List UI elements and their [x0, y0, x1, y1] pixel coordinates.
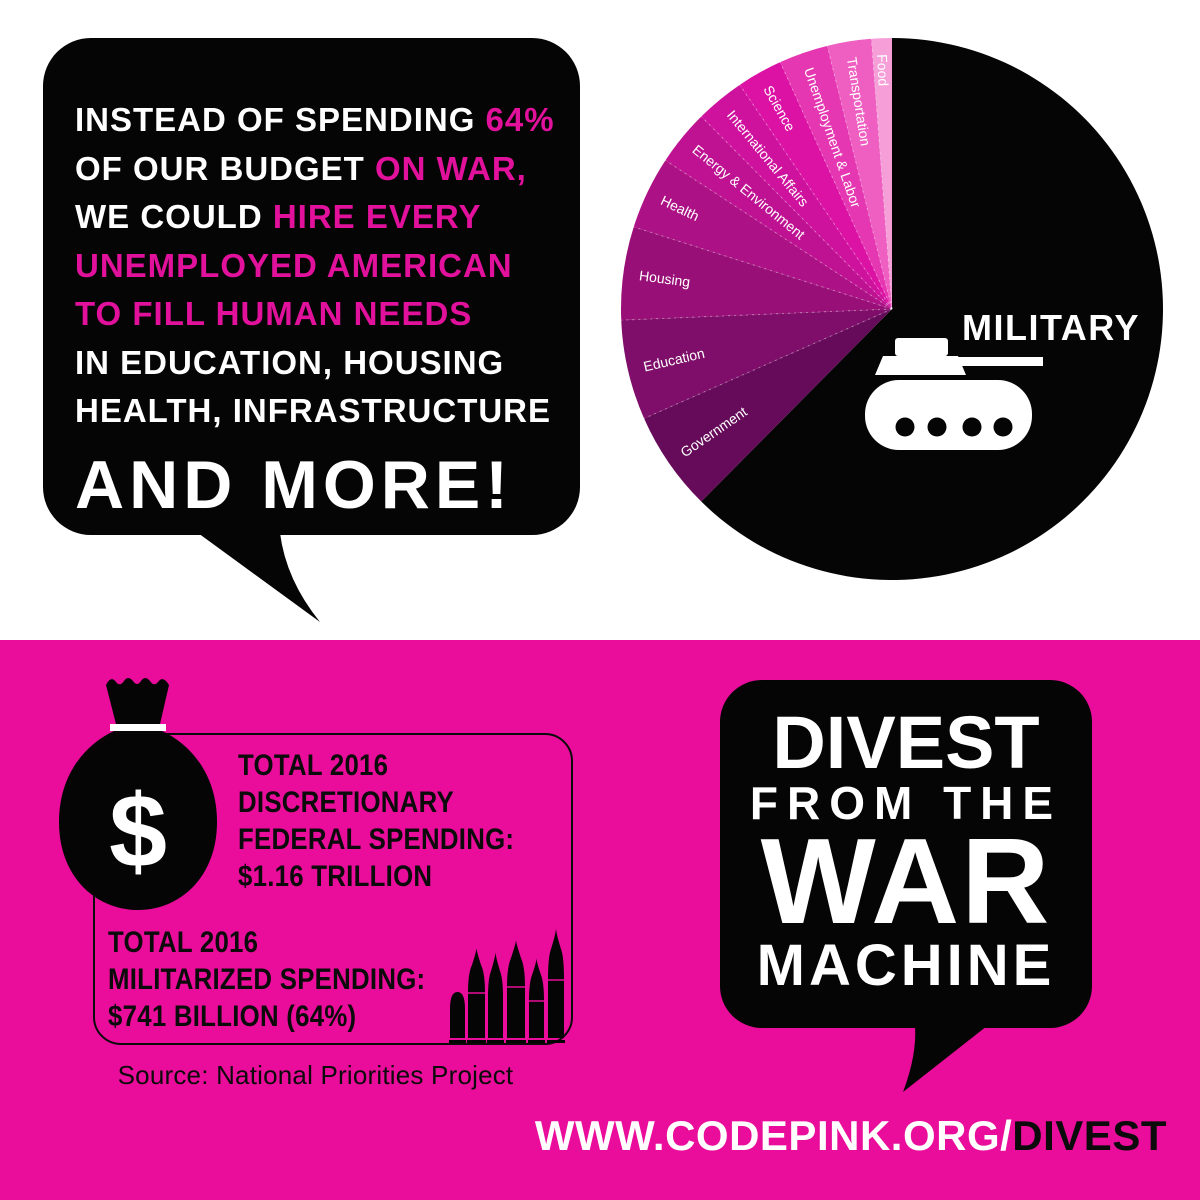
bubble-text-segment: OF OUR BUDGET [75, 149, 375, 187]
divest-line: WAR [760, 813, 1052, 949]
source-text: Source: National Priorities Project [117, 1060, 514, 1090]
pie-slices-group [621, 38, 1163, 580]
pie-slice-label: Food [874, 54, 891, 87]
speech-bubble-tail [198, 533, 320, 622]
pie-slice-housing [621, 226, 892, 321]
bubble-text-line: IN EDUCATION, HOUSING [75, 339, 565, 388]
money-bag-icon: $ [59, 678, 217, 910]
spending-line: TOTAL 2016 [108, 926, 259, 959]
bubble-text-segment: IN EDUCATION, HOUSING [75, 343, 505, 381]
spending-line: FEDERAL SPENDING: [238, 823, 515, 856]
bubble-text-segment: HEALTH, INFRASTRUCTURE [75, 392, 552, 429]
bubble-text-segment: WE COULD [75, 198, 273, 235]
bubble-text-line: OF OUR BUDGET ON WAR, [75, 145, 565, 194]
spending-line: DISCRETIONARY [238, 786, 454, 819]
bubble-text-block: INSTEAD OF SPENDING 64% OF OUR BUDGET ON … [75, 96, 565, 436]
divest-line: DIVEST [772, 701, 1040, 784]
bubble-text-line: UNEMPLOYED AMERICAN [75, 242, 565, 291]
bubble-text-line: TO FILL HUMAN NEEDS [75, 290, 565, 339]
bubble-text-segment: ON WAR, [375, 149, 527, 187]
spending-line: MILITARIZED SPENDING: [108, 963, 426, 996]
dollar-sign: $ [109, 774, 167, 890]
url-path: DIVEST [1012, 1112, 1167, 1159]
divest-line: FROM THE [749, 777, 1063, 829]
url-domain: WWW.CODEPINK.ORG/ [534, 1112, 1013, 1159]
divest-line: MACHINE [756, 933, 1056, 998]
budget-speech-bubble: INSTEAD OF SPENDING 64% OF OUR BUDGET ON … [43, 38, 580, 535]
bubble-big-line: AND MORE! [75, 447, 513, 523]
bullets-icon [449, 928, 565, 1043]
militarized-spending-text: TOTAL 2016 MILITARIZED SPENDING: $741 BI… [108, 924, 425, 1035]
pie-slice-transportation [827, 38, 892, 310]
spending-line: $741 BILLION (64%) [108, 1000, 357, 1033]
bubble-text-line: WE COULD HIRE EVERY [75, 193, 565, 242]
bubble-text-segment: INSTEAD OF SPENDING [75, 101, 486, 138]
pie-slice-energy-environment [665, 116, 892, 309]
bubble-text-segment: TO FILL HUMAN NEEDS [75, 295, 473, 332]
total-discretionary-spending-text: TOTAL 2016 DISCRETIONARY FEDERAL SPENDIN… [238, 747, 514, 895]
pie-slice-government [644, 309, 892, 502]
military-slice-label: MILITARY [962, 307, 1140, 348]
bubble-text-line: HEALTH, INFRASTRUCTURE [75, 387, 565, 436]
pie-slice-military [701, 38, 1163, 580]
bubble-text-segment: UNEMPLOYED AMERICAN [75, 246, 513, 284]
spending-line: $1.16 TRILLION [238, 860, 433, 893]
spending-line: TOTAL 2016 [238, 749, 389, 782]
pie-slice-health [633, 160, 892, 309]
pie-slice-label: Housing [638, 267, 691, 290]
bubble-text-segment: HIRE EVERY [272, 198, 482, 235]
divest-speech-bubble: DIVEST FROM THE WAR MACHINE [720, 680, 1092, 1028]
pie-slice-education [621, 309, 892, 419]
pie-slice-international-affairs [701, 84, 892, 309]
pie-slice-food [871, 38, 892, 309]
pie-slice-science [739, 62, 892, 309]
bubble-text-line: INSTEAD OF SPENDING 64% [75, 96, 565, 145]
codepink-divest-url[interactable]: WWW.CODEPINK.ORG/DIVEST [535, 1112, 1167, 1160]
tank-icon [865, 338, 1043, 450]
pie-slice-unemployment-labor [780, 45, 892, 309]
bubble-text-segment: 64% [485, 101, 555, 138]
